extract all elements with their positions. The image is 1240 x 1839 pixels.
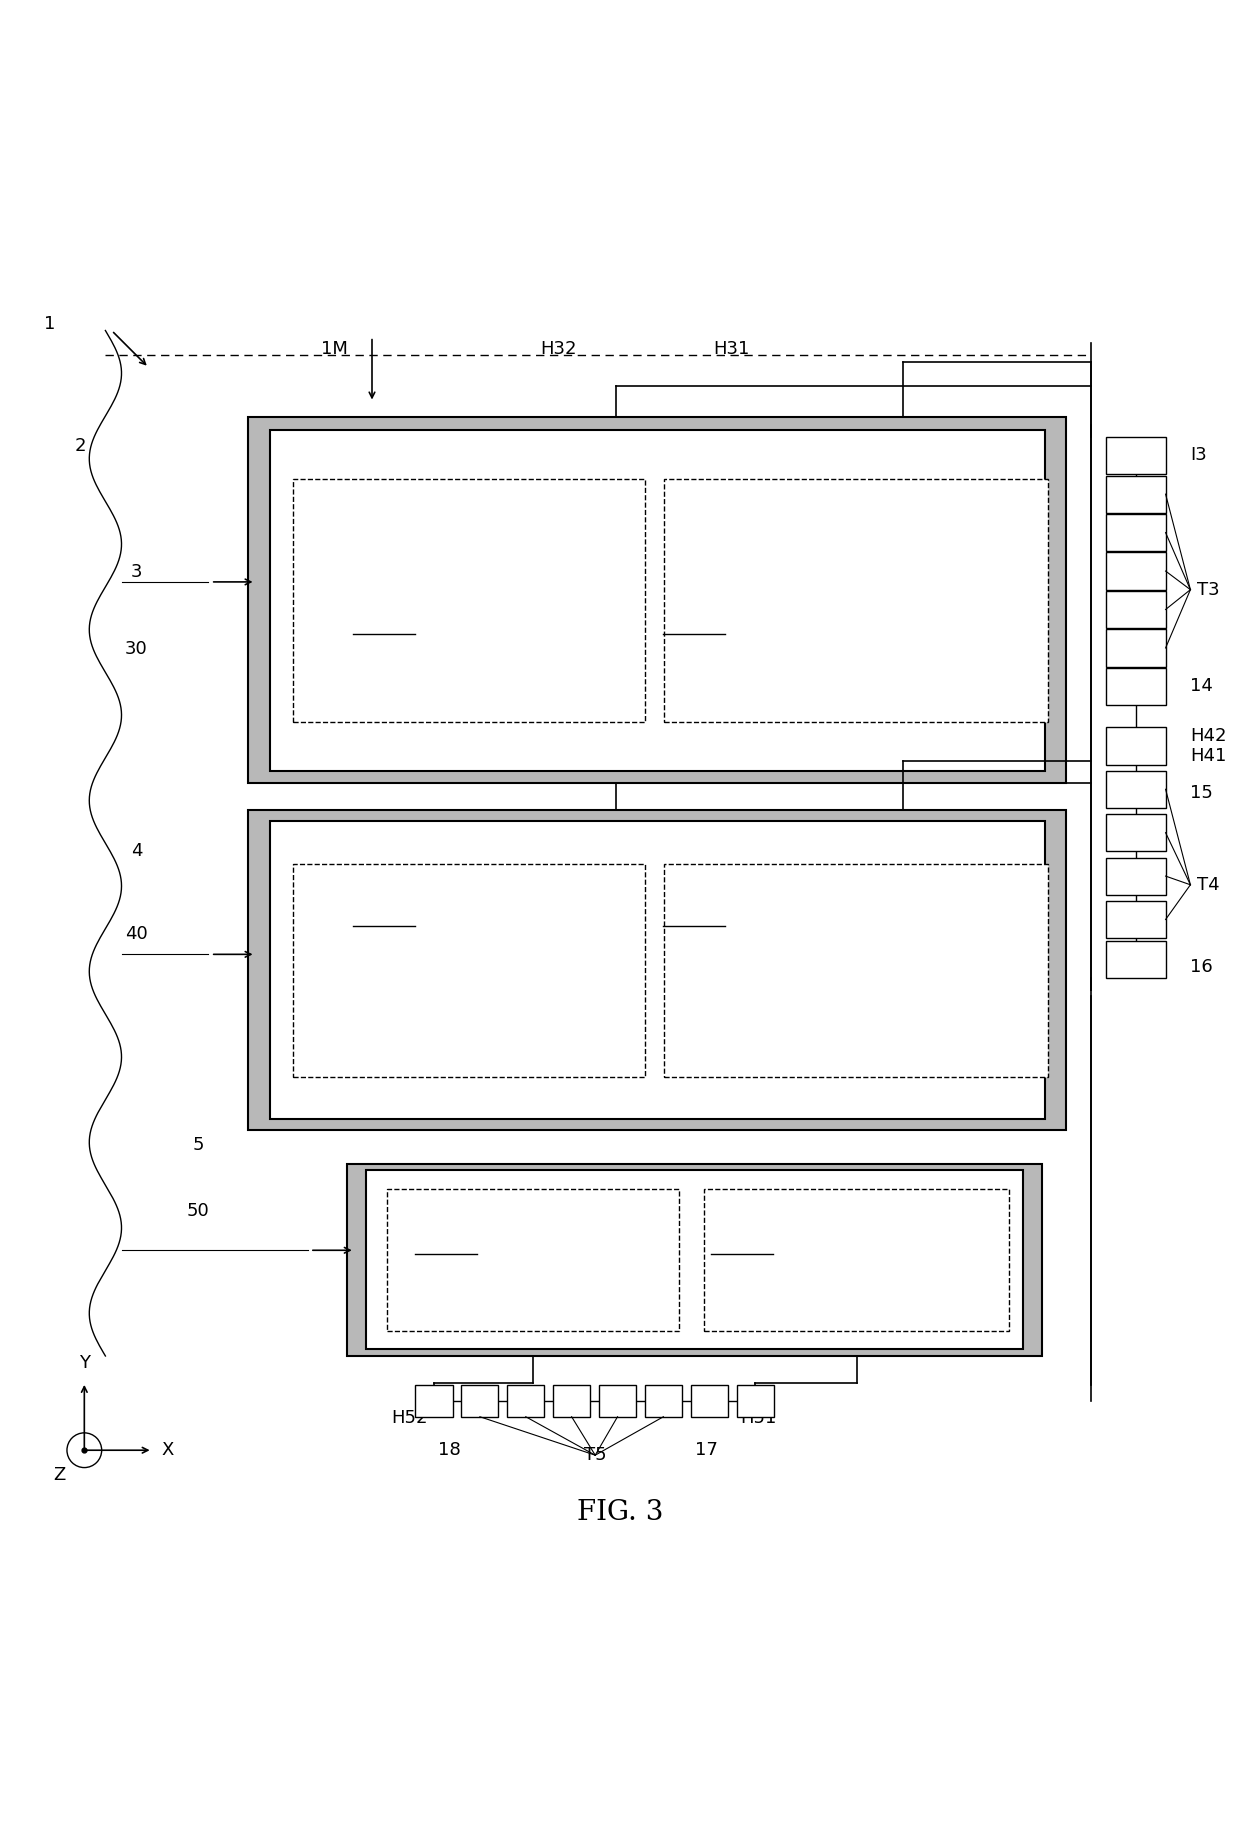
Bar [1106, 515, 1166, 552]
Text: 15: 15 [1190, 783, 1213, 802]
Text: H51: H51 [740, 1409, 777, 1427]
Bar [1106, 668, 1166, 704]
Bar [704, 1188, 1009, 1331]
Text: 2: 2 [74, 438, 87, 454]
Bar [461, 1385, 498, 1416]
Text: 14: 14 [1190, 677, 1213, 695]
Bar [248, 417, 1066, 783]
Text: Y: Y [79, 1354, 89, 1372]
Text: 3: 3 [130, 563, 143, 581]
Bar [645, 1385, 682, 1416]
Bar [347, 1164, 1042, 1355]
Bar [737, 1385, 774, 1416]
Bar [1106, 857, 1166, 896]
Bar [366, 1170, 1023, 1350]
Text: T4: T4 [1197, 875, 1219, 894]
Text: 32: 32 [372, 609, 397, 627]
Bar [270, 822, 1044, 1120]
Text: 17: 17 [696, 1442, 718, 1458]
Bar [1106, 726, 1166, 765]
Bar [663, 864, 1048, 1076]
Text: H41: H41 [1190, 747, 1226, 765]
Bar [248, 811, 1066, 1131]
Bar [270, 430, 1044, 771]
Text: H42: H42 [1190, 726, 1226, 745]
Bar [387, 1188, 680, 1331]
Text: 18: 18 [438, 1442, 460, 1458]
Text: FIG. 3: FIG. 3 [577, 1499, 663, 1526]
Text: 51: 51 [729, 1228, 754, 1247]
Text: 42: 42 [372, 899, 397, 920]
Bar [1106, 476, 1166, 513]
Text: 1M: 1M [321, 340, 348, 359]
Bar [1106, 629, 1166, 666]
Bar [691, 1385, 728, 1416]
Text: 1: 1 [43, 314, 56, 333]
Text: 16: 16 [1190, 958, 1213, 977]
Text: I3: I3 [1190, 445, 1208, 463]
Text: T5: T5 [584, 1445, 606, 1464]
Text: 4: 4 [130, 842, 143, 861]
Bar [507, 1385, 544, 1416]
Bar [415, 1385, 453, 1416]
Bar [663, 478, 1048, 721]
Bar [599, 1385, 636, 1416]
Bar [1106, 940, 1166, 978]
Bar [1106, 901, 1166, 938]
Text: T3: T3 [1197, 581, 1219, 600]
Text: 31: 31 [682, 609, 707, 627]
Text: H52: H52 [391, 1409, 428, 1427]
Text: H31: H31 [713, 340, 750, 359]
Text: 40: 40 [125, 925, 148, 943]
Text: 30: 30 [125, 640, 148, 658]
Bar [1106, 438, 1166, 474]
Bar [1106, 552, 1166, 590]
Bar [293, 478, 645, 721]
Text: 5: 5 [192, 1137, 205, 1155]
Bar [553, 1385, 590, 1416]
Bar [1106, 590, 1166, 629]
Circle shape [67, 1433, 102, 1468]
Text: 52: 52 [434, 1228, 459, 1247]
Text: 41: 41 [682, 899, 707, 920]
Text: X: X [161, 1442, 174, 1458]
Bar [293, 864, 645, 1076]
Bar [1106, 771, 1166, 807]
Text: Z: Z [53, 1466, 66, 1484]
Bar [1106, 815, 1166, 851]
Text: H32: H32 [539, 340, 577, 359]
Text: 50: 50 [187, 1203, 210, 1219]
